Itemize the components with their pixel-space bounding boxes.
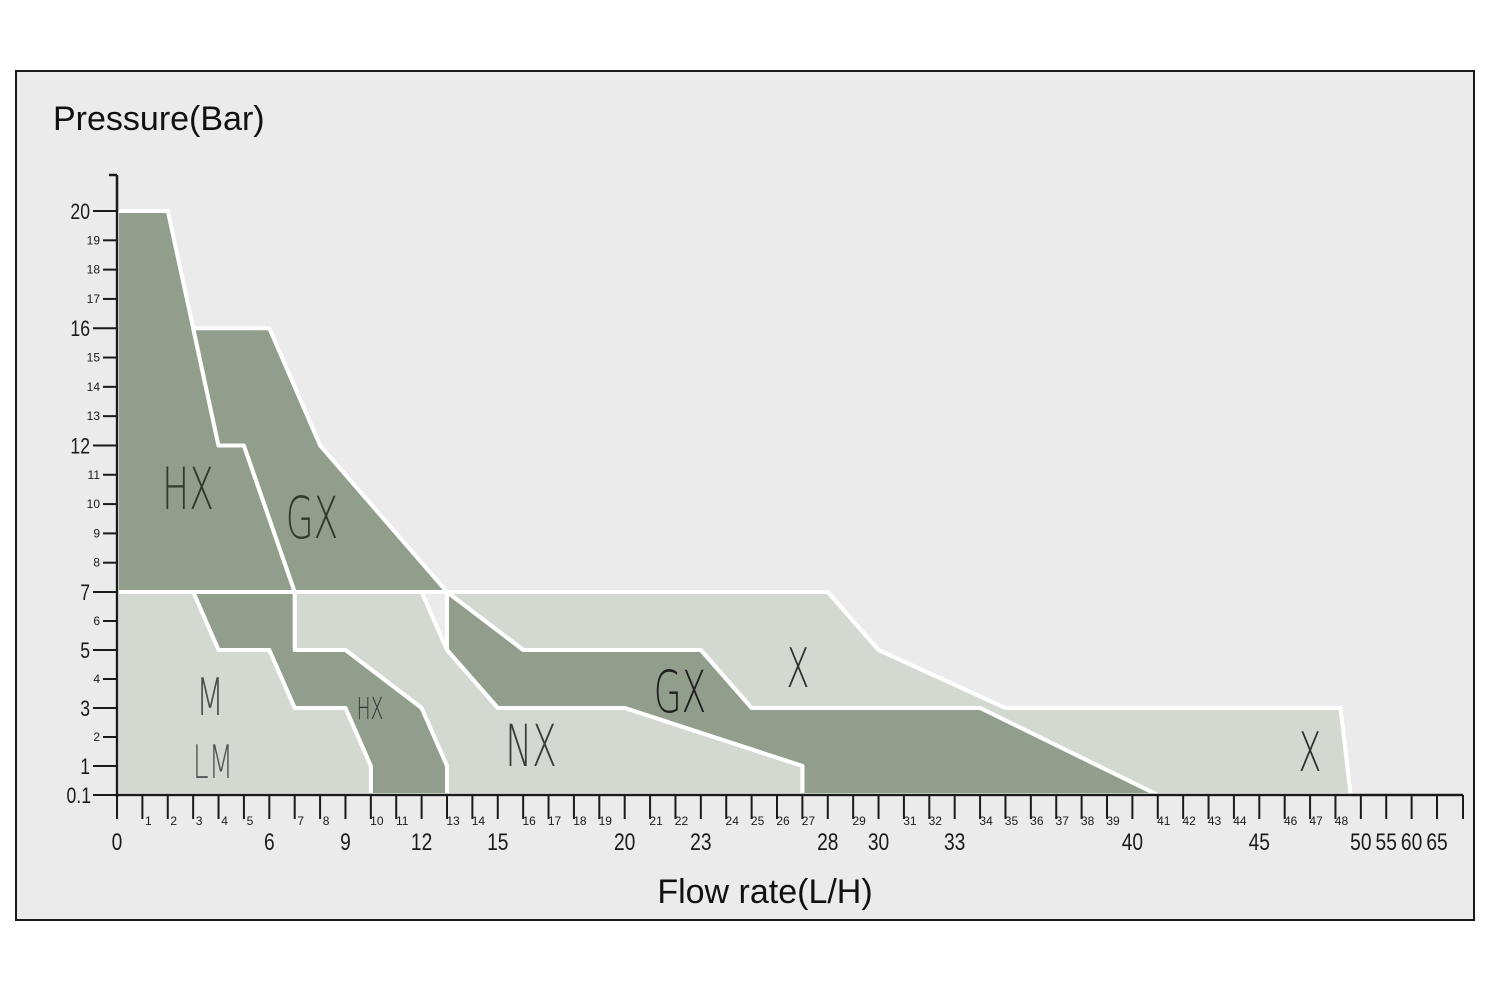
x-tick-label-minor: 36	[1030, 814, 1044, 828]
x-tick-label-minor: 35	[1005, 814, 1019, 828]
y-tick-label-minor: 8	[93, 556, 100, 570]
x-tick-label-minor: 27	[802, 814, 816, 828]
x-tick-label-minor: 29	[852, 814, 866, 828]
x-tick-label-major: 15	[487, 828, 508, 856]
x-tick-label-minor: 19	[599, 814, 613, 828]
x-tick-label-minor: 10	[370, 814, 384, 828]
y-tick-label-minor: 6	[93, 614, 100, 628]
y-tick-label-minor: 19	[87, 233, 101, 247]
region-label-lm: LM	[193, 736, 233, 790]
x-tick-label-major: 6	[264, 828, 275, 856]
y-tick-label-minor: 15	[87, 351, 101, 365]
region-label-hx: HX	[162, 456, 214, 523]
x-tick-label-minor: 4	[221, 814, 228, 828]
x-tick-label-minor: 43	[1208, 814, 1222, 828]
x-tick-label-major: 23	[690, 828, 711, 856]
x-tick-label-minor: 17	[548, 814, 562, 828]
x-tick-label-minor: 2	[170, 814, 177, 828]
y-tick-label-minor: 18	[87, 263, 101, 277]
x-tick-label-minor: 31	[903, 814, 917, 828]
x-tick-label-minor: 44	[1233, 814, 1247, 828]
y-tick-label-major: 3	[80, 697, 90, 721]
y-tick-label-major: 20	[70, 200, 90, 224]
y-tick-label-major: 7	[80, 581, 90, 605]
y-tick-label-major: 5	[80, 639, 90, 663]
region-label-m: M	[196, 668, 224, 728]
x-tick-label-minor: 42	[1182, 814, 1196, 828]
x-tick-label-minor: 16	[522, 814, 536, 828]
y-tick-label-minor: 11	[88, 468, 101, 482]
y-tick-label-minor: 17	[87, 292, 101, 306]
x-tick-label-major: 20	[614, 828, 635, 856]
x-tick-label-minor: 37	[1056, 814, 1070, 828]
x-tick-label-minor: 41	[1157, 814, 1171, 828]
y-tick-label-major: 0.1	[67, 784, 91, 808]
x-tick-label-major: 12	[411, 828, 432, 856]
y-tick-label-minor: 2	[93, 730, 100, 744]
x-tick-label-major: 55	[1376, 828, 1397, 856]
y-tick-label-minor: 10	[87, 497, 101, 511]
x-tick-label-minor: 18	[573, 814, 587, 828]
x-tick-label-minor: 26	[776, 814, 790, 828]
x-tick-label-minor: 14	[472, 814, 486, 828]
y-tick-label-major: 12	[70, 435, 90, 459]
y-tick-label-major: 16	[70, 317, 90, 341]
region-label-gx: GX	[654, 659, 707, 726]
y-tick-label-minor: 9	[93, 526, 100, 540]
region-label-gx: GX	[286, 485, 339, 552]
y-tick-label-minor: 4	[93, 672, 100, 686]
y-tick-label-major: 1	[80, 755, 90, 779]
x-tick-label-minor: 38	[1081, 814, 1095, 828]
x-tick-label-minor: 7	[297, 814, 304, 828]
region-label-x: X	[787, 637, 810, 701]
x-tick-label-minor: 22	[675, 814, 689, 828]
x-tick-label-minor: 25	[751, 814, 765, 828]
region-label-x: X	[1299, 721, 1322, 785]
x-tick-label-major: 50	[1350, 828, 1371, 856]
x-tick-label-minor: 48	[1335, 814, 1349, 828]
y-axis-title: Pressure(Bar)	[53, 100, 265, 138]
x-tick-label-major: 30	[868, 828, 889, 856]
x-tick-label-minor: 47	[1309, 814, 1323, 828]
x-tick-label-minor: 21	[649, 814, 663, 828]
x-tick-label-minor: 24	[726, 814, 740, 828]
x-axis-title: Flow rate(L/H)	[657, 873, 872, 911]
x-tick-label-major: 28	[817, 828, 838, 856]
x-tick-label-major: 65	[1426, 828, 1447, 856]
x-tick-label-minor: 8	[323, 814, 330, 828]
x-tick-label-minor: 34	[979, 814, 993, 828]
x-tick-label-major: 33	[944, 828, 965, 856]
x-tick-label-minor: 11	[396, 814, 409, 828]
x-tick-label-minor: 5	[247, 814, 254, 828]
region-label-nx: NX	[505, 713, 557, 780]
x-tick-label-minor: 39	[1106, 814, 1120, 828]
y-tick-label-minor: 13	[87, 409, 101, 423]
x-tick-label-major: 45	[1249, 828, 1270, 856]
region-label-hx: HX	[357, 691, 384, 726]
x-tick-label-minor: 46	[1284, 814, 1298, 828]
x-tick-label-minor: 3	[196, 814, 203, 828]
x-tick-label-major: 9	[340, 828, 351, 856]
x-tick-label-minor: 13	[446, 814, 460, 828]
x-tick-label-major: 60	[1401, 828, 1422, 856]
x-tick-label-minor: 1	[145, 814, 152, 828]
x-tick-label-minor: 32	[929, 814, 943, 828]
y-tick-label-minor: 14	[87, 380, 101, 394]
x-tick-label-major: 40	[1122, 828, 1143, 856]
x-tick-label-major: 0	[112, 828, 123, 856]
